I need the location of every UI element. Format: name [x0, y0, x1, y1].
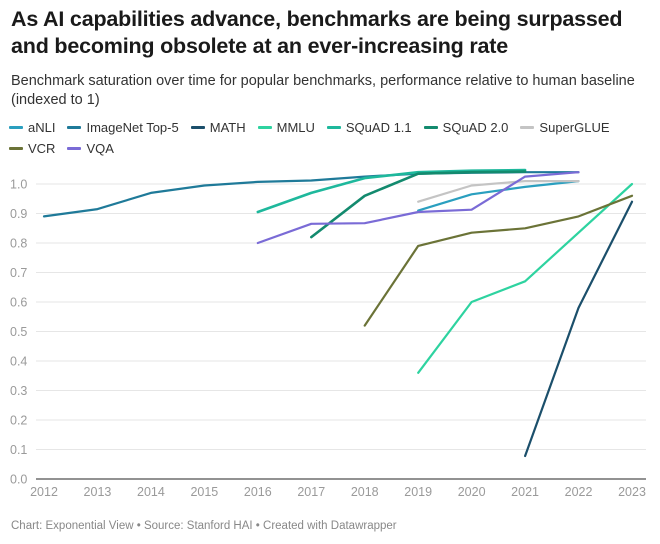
legend-item-imagenet-top-5: ImageNet Top-5: [67, 120, 179, 135]
y-tick-label: 1.0: [10, 178, 27, 192]
legend-item-squad-2-0: SQuAD 2.0: [423, 120, 509, 135]
x-tick-label: 2014: [137, 485, 165, 499]
x-tick-label: 2017: [297, 485, 325, 499]
series-line-anli: [417, 180, 580, 212]
x-tick-label: 2012: [30, 485, 58, 499]
legend: aNLI ImageNet Top-5 MATH MMLU SQuAD 1.1 SQuAD…: [9, 120, 649, 156]
chart-title: As AI capabilities advance, benchmarks a…: [11, 7, 623, 58]
series-line-squad-2-0: [309, 170, 527, 239]
x-tick-label: 2019: [404, 485, 432, 499]
y-tick-label: 0.9: [10, 207, 27, 221]
x-tick-label: 2023: [618, 485, 646, 499]
y-tick-label: 0.1: [10, 443, 27, 457]
series-line-vcr: [363, 194, 634, 327]
legend-swatch: [67, 126, 82, 129]
legend-label: SQuAD 1.1: [345, 120, 412, 135]
y-tick-label: 0.8: [10, 237, 27, 251]
y-tick-label: 0.0: [10, 473, 27, 487]
x-axis: 2012 2013 2014 2015 2016 2017 2018 2019 2020 2021…: [30, 485, 646, 499]
legend-swatch: [257, 126, 272, 129]
legend-item-superglue: SuperGLUE: [520, 120, 610, 135]
legend-label: aNLI: [28, 120, 56, 135]
series-line-superglue: [417, 180, 580, 203]
x-tick-label: 2013: [84, 485, 112, 499]
legend-swatch: [67, 147, 82, 150]
series-line-vqa: [256, 171, 580, 245]
x-tick-label: 2021: [511, 485, 539, 499]
chart-footer: Chart: Exponential View • Source: Stanfo…: [11, 520, 397, 532]
legend-label: SQuAD 2.0: [442, 120, 509, 135]
legend-swatch: [9, 126, 23, 129]
legend-item-mmlu: MMLU: [257, 120, 315, 135]
legend-label: VCR: [28, 141, 56, 156]
y-tick-label: 0.6: [10, 296, 27, 310]
y-axis: 0.0 0.1 0.2 0.3 0.4 0.5 0.6 0.7 0.8 0.9 1.0: [10, 178, 27, 487]
legend-label: MATH: [209, 120, 246, 135]
series-line-squad-1-1: [256, 168, 527, 214]
series-lines: [42, 168, 634, 458]
legend-swatch: [9, 147, 23, 150]
x-tick-label: 2020: [458, 485, 486, 499]
chart-subtitle: Benchmark saturation over time for popul…: [11, 73, 635, 108]
x-tick-label: 2018: [351, 485, 379, 499]
legend-swatch: [326, 126, 341, 129]
x-tick-label: 2016: [244, 485, 272, 499]
legend-label: VQA: [86, 141, 114, 156]
legend-item-anli: aNLI: [9, 120, 55, 135]
y-tick-label: 0.4: [10, 355, 27, 369]
series-line-mmlu: [417, 182, 634, 374]
x-tick-label: 2022: [565, 485, 593, 499]
legend-swatch: [423, 126, 438, 129]
y-tick-label: 0.2: [10, 414, 27, 428]
legend-swatch: [520, 126, 535, 129]
y-tick-label: 0.7: [10, 266, 27, 280]
gridlines: [36, 183, 646, 480]
legend-label: SuperGLUE: [539, 120, 610, 135]
legend-item-squad-1-1: SQuAD 1.1: [326, 120, 412, 135]
legend-item-math: MATH: [190, 120, 246, 135]
legend-label: ImageNet Top-5: [86, 120, 179, 135]
y-tick-label: 0.5: [10, 325, 27, 339]
legend-swatch: [190, 126, 205, 129]
legend-label: MMLU: [276, 120, 315, 135]
legend-item-vcr: VCR: [9, 141, 55, 156]
x-tick-label: 2015: [190, 485, 218, 499]
series-line-math: [523, 200, 634, 458]
y-tick-label: 0.3: [10, 384, 27, 398]
line-chart: 0.00.10.20.30.40.50.60.70.80.91.0 2012 20…: [10, 168, 646, 499]
legend-item-vqa: VQA: [67, 141, 114, 156]
